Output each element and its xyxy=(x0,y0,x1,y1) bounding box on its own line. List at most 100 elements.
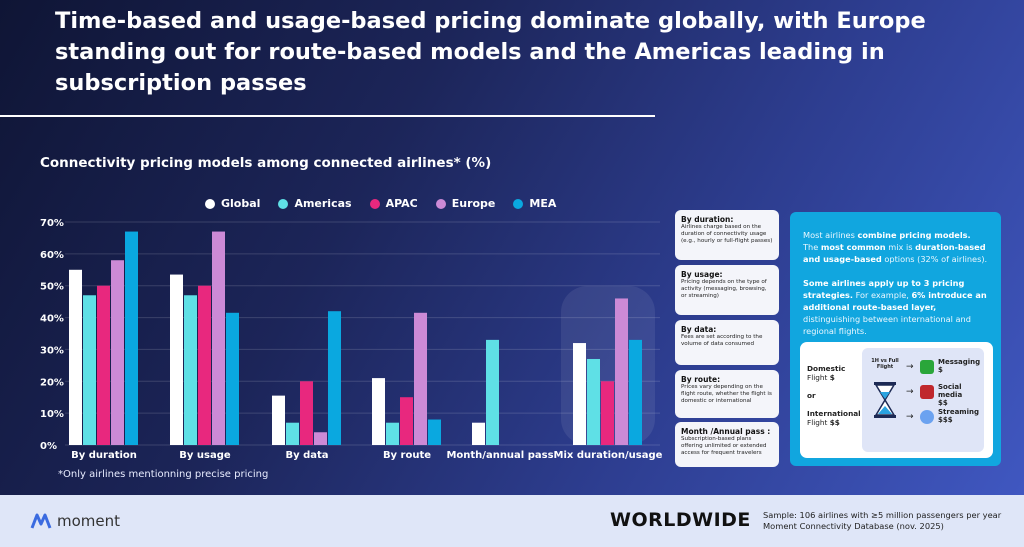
x-tick-label: By route xyxy=(383,450,431,461)
bar xyxy=(386,422,399,445)
description-by-duration: By duration: Airlines charge based on the… xyxy=(675,210,779,260)
bar xyxy=(472,422,485,445)
legend-label: Europe xyxy=(451,197,496,210)
arrow-icon: → xyxy=(906,387,914,397)
chart-title: Connectivity pricing models among connec… xyxy=(40,155,492,171)
legend-mea: MEA xyxy=(513,197,556,210)
y-tick-label: 10% xyxy=(40,409,64,420)
bar xyxy=(428,419,441,445)
pricing-illustration: Domestic Flight $ or International Flight $$… xyxy=(800,342,993,458)
insight-1: Most airlines combine pricing models. Th… xyxy=(803,230,988,264)
arrow-icon: → xyxy=(906,362,914,372)
social-media-icon xyxy=(920,385,934,399)
description-by-data: By data: Fees are set according to the vo… xyxy=(675,320,779,365)
bar xyxy=(125,231,138,445)
desc-text: Airlines charge based on the duration of… xyxy=(681,224,773,244)
bar xyxy=(400,397,413,445)
bar xyxy=(286,422,299,445)
legend-label: Global xyxy=(221,197,261,210)
description-by-route: By route: Prices vary depending on the fl… xyxy=(675,370,779,418)
region-label: WORLDWIDE xyxy=(610,509,751,531)
bar xyxy=(414,312,427,445)
description-by-usage: By usage: Pricing depends on the type of … xyxy=(675,265,779,315)
social-media-label: Social media $$ xyxy=(938,383,963,407)
hourglass-icon xyxy=(874,382,896,418)
flight-types: Domestic Flight $ or International Flight $$ xyxy=(807,364,861,427)
footnote: *Only airlines mentionning precise prici… xyxy=(58,469,269,480)
bar-chart: 0% 10% 20% 30% 40% 50% 60% 70% By duration By usa… xyxy=(40,218,663,461)
legend-swatch xyxy=(369,198,380,209)
bar xyxy=(272,395,285,445)
y-tick-label: 40% xyxy=(40,314,64,325)
desc-text: Subscription-based plans offering unlimi… xyxy=(681,436,767,456)
bar xyxy=(170,274,183,445)
desc-title: By duration: xyxy=(681,215,734,224)
bar xyxy=(111,260,124,445)
brand-logo: moment xyxy=(30,512,120,530)
bar xyxy=(198,285,211,445)
desc-text: Prices vary depending on the flight rout… xyxy=(681,384,772,404)
arrow-icon: → xyxy=(906,412,914,422)
bar xyxy=(184,295,197,445)
bar xyxy=(226,312,239,445)
x-tick-label: By data xyxy=(285,450,328,461)
bar xyxy=(300,381,313,445)
legend-global: Global xyxy=(205,197,260,210)
x-tick-label: Month/annual pass xyxy=(446,450,553,461)
bar xyxy=(212,231,225,445)
bar xyxy=(69,269,82,445)
brand-name: moment xyxy=(57,512,121,530)
bar xyxy=(573,343,586,445)
bar xyxy=(587,358,600,445)
headline: Time-based and usage-based pricing domin… xyxy=(55,8,926,96)
bar xyxy=(83,295,96,445)
desc-title: Month /Annual pass : xyxy=(681,427,771,436)
desc-title: By data: xyxy=(681,325,717,334)
bar xyxy=(615,298,628,445)
source-note: Sample: 106 airlines with ≥5 million pas… xyxy=(763,510,1002,531)
legend-swatch xyxy=(205,198,215,209)
y-tick-label: 20% xyxy=(40,377,64,388)
desc-text: Fees are set according to the volume of … xyxy=(681,334,763,347)
legend-label: APAC xyxy=(385,197,418,210)
legend-apac: APAC xyxy=(369,197,418,210)
bar xyxy=(372,378,385,445)
y-tick-label: 70% xyxy=(40,218,64,229)
streaming-label: Streaming $$$ xyxy=(938,408,979,424)
y-tick-label: 50% xyxy=(40,282,64,293)
messaging-icon xyxy=(920,360,934,374)
bar xyxy=(601,381,614,445)
legend-americas: Americas xyxy=(278,197,352,210)
legend-swatch xyxy=(513,198,524,209)
legend: Global Americas APAC Europe MEA xyxy=(205,197,556,210)
x-tick-label: Mix duration/usage xyxy=(554,450,663,461)
x-tick-label: By usage xyxy=(179,450,231,461)
title-divider xyxy=(0,115,655,117)
bar xyxy=(486,339,499,445)
legend-europe: Europe xyxy=(435,197,496,210)
insight-panel: Most airlines combine pricing models. Th… xyxy=(790,212,1001,466)
desc-title: By route: xyxy=(681,375,721,384)
usage-box: 1H vs Full Flight → → → Messaging $ Socia… xyxy=(862,348,984,452)
hourglass-label: 1H vs Full Flight xyxy=(871,358,899,370)
y-tick-label: 0% xyxy=(40,441,57,452)
bar xyxy=(97,285,110,445)
bar xyxy=(328,311,341,445)
moment-logo-icon xyxy=(30,513,52,529)
insight-2: Some airlines apply up to 3 pricing stra… xyxy=(803,278,987,336)
bar xyxy=(314,432,327,445)
legend-swatch xyxy=(435,198,446,209)
legend-label: Americas xyxy=(294,197,352,210)
desc-title: By usage: xyxy=(681,270,723,279)
footer: moment WORLDWIDE Sample: 106 airlines wi… xyxy=(0,495,1024,547)
description-pass: Month /Annual pass : Subscription-based p… xyxy=(675,422,779,467)
y-tick-label: 60% xyxy=(40,250,64,261)
y-tick-label: 30% xyxy=(40,345,64,356)
legend-label: MEA xyxy=(529,197,557,210)
legend-swatch xyxy=(278,198,289,209)
desc-text: Pricing depends on the type of activity … xyxy=(681,279,767,299)
streaming-icon xyxy=(920,410,934,424)
x-tick-label: By duration xyxy=(71,450,137,461)
messaging-label: Messaging $ xyxy=(938,358,981,374)
bar xyxy=(629,339,642,445)
